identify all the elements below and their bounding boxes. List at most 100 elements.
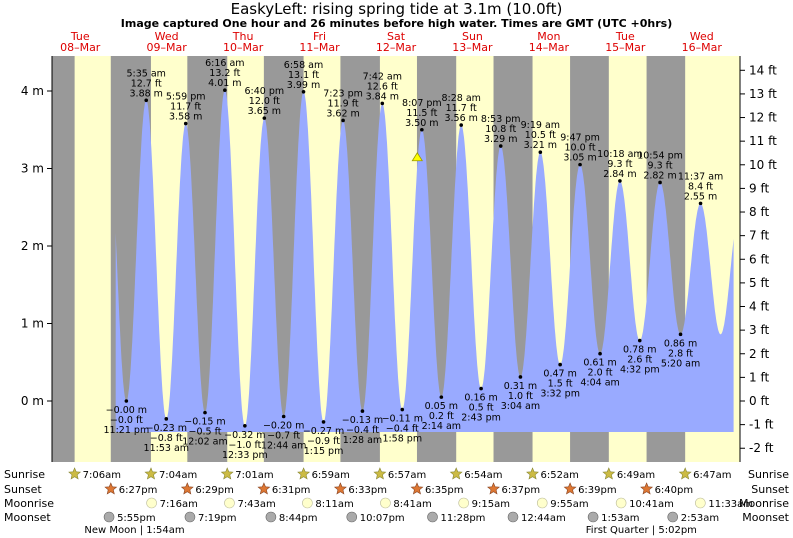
sunrise-time: 6:59am	[312, 470, 350, 481]
tide-point	[124, 399, 129, 403]
tide-label: 11:53 am	[144, 443, 189, 454]
tide-label: 5:20 am	[661, 358, 700, 369]
right-tick-label: 3 ft	[749, 323, 769, 337]
tide-label: 11:21 pm	[104, 425, 150, 436]
tide-label: 3.88 m	[130, 88, 163, 99]
tide-label: 3.29 m	[484, 134, 517, 145]
moonrise-row-label: Moonrise	[4, 497, 54, 510]
sunset-time: 6:39pm	[578, 485, 617, 496]
day-date: 09–Mar	[147, 41, 188, 54]
tide-label: −0.27 m	[303, 426, 344, 437]
sunset-time: 6:27pm	[119, 485, 158, 496]
tide-label: 3.62 m	[326, 108, 359, 119]
moonset-icon	[346, 511, 358, 523]
sunrise-icon	[602, 467, 616, 480]
moonrise-time: 11:33am	[708, 499, 753, 510]
chart-subtitle: Image captured One hour and 26 minutes b…	[120, 17, 673, 30]
tide-label: −1.0 ft	[228, 440, 261, 451]
right-tick-label: 11 ft	[749, 134, 777, 148]
tide-label: 9:19 am	[521, 120, 560, 131]
right-tick-label: 2 ft	[749, 347, 769, 361]
tide-label: 12:02 am	[182, 437, 227, 448]
day-name: Wed	[690, 30, 714, 43]
moonset-icon	[184, 511, 196, 523]
tide-label: 1:15 pm	[304, 446, 344, 457]
tide-label: 7:42 am	[363, 71, 402, 82]
right-tick-label: 12 ft	[749, 111, 777, 125]
left-tick-label: 1 m	[21, 317, 44, 331]
tide-point	[698, 201, 703, 206]
left-tick-label: 2 m	[21, 239, 44, 253]
tide-label: 9.3 ft	[648, 160, 673, 171]
tide-label: 3.84 m	[366, 91, 399, 102]
tide-label: 12:33 pm	[222, 450, 268, 461]
right-tick-label: -2 ft	[749, 441, 774, 455]
tide-label: 0.31 m	[504, 381, 537, 392]
tide-point	[658, 180, 662, 185]
tide-label: 1:58 pm	[382, 434, 422, 445]
tide-label: −0.7 ft	[267, 431, 300, 442]
tide-label: 3.50 m	[405, 118, 438, 129]
right-tick-label: 10 ft	[749, 158, 777, 172]
sunset-row-label: Sunset	[4, 483, 42, 496]
sunset-time: 6:37pm	[502, 485, 541, 496]
tide-label: −0.23 m	[146, 423, 187, 434]
sunset-time: 6:35pm	[425, 485, 464, 496]
tide-point	[183, 121, 188, 126]
moonrise-icon	[380, 497, 391, 509]
tide-area	[115, 90, 734, 433]
sunrise-icon	[144, 467, 158, 480]
sunrise-time: 7:04am	[159, 470, 197, 481]
moonset-icon	[427, 511, 438, 523]
moonset-time: 11:28pm	[441, 513, 486, 524]
moonrise-icon	[458, 497, 469, 509]
tide-label: 11.7 ft	[446, 103, 477, 114]
right-tick-label: 0 ft	[749, 394, 769, 408]
right-tick-label: 4 ft	[749, 300, 769, 314]
tide-label: 11.9 ft	[328, 98, 359, 109]
tide-label: 8:53 pm	[481, 114, 521, 125]
moonset-time: 5:55pm	[117, 513, 156, 524]
tide-label: 3:32 pm	[540, 389, 580, 400]
tide-point	[598, 351, 602, 356]
sunrise-time: 7:01am	[235, 470, 273, 481]
tide-label: 10:18 am	[597, 149, 642, 160]
sunset-icon	[257, 482, 271, 495]
tide-label: 3.99 m	[287, 80, 320, 91]
tide-label: 3.58 m	[169, 112, 202, 123]
day-date: 08–Mar	[60, 41, 101, 54]
left-tick-label: 4 m	[21, 84, 44, 98]
moonset-time: 7:19pm	[198, 513, 237, 524]
tide-point	[380, 101, 385, 106]
tide-label: −0.20 m	[263, 421, 304, 432]
tide-point	[262, 116, 267, 120]
sunset-time: 6:29pm	[195, 485, 234, 496]
tide-point	[558, 362, 562, 367]
tide-point	[203, 410, 207, 415]
tide-label: 11.7 ft	[170, 102, 201, 113]
day-date: 15–Mar	[605, 41, 646, 54]
moonset-icon	[667, 511, 679, 523]
tide-label: 8:28 am	[441, 93, 480, 104]
moonrise-icon	[536, 497, 548, 509]
tide-curve-group	[115, 90, 734, 433]
tide-point	[637, 338, 642, 343]
tide-label: −0.0 ft	[110, 415, 143, 426]
sunrise-icon	[526, 467, 539, 480]
tide-point	[618, 179, 622, 183]
day-name: Tue	[70, 30, 90, 43]
tide-point	[281, 414, 286, 419]
right-tick-label: 1 ft	[749, 370, 769, 384]
sunset-icon	[487, 482, 500, 495]
moon-phase-label: New Moon | 1:54am	[84, 525, 184, 536]
tide-label: 0.05 m	[425, 401, 458, 412]
tide-label: 5:59 pm	[166, 92, 206, 103]
tide-label: 2:14 am	[422, 421, 461, 432]
moonset-time: 10:07pm	[360, 513, 405, 524]
moonrise-icon	[695, 497, 706, 509]
tide-label: 3.56 m	[444, 113, 477, 124]
tide-label: −0.11 m	[382, 414, 423, 425]
moonset-icon	[265, 511, 277, 523]
